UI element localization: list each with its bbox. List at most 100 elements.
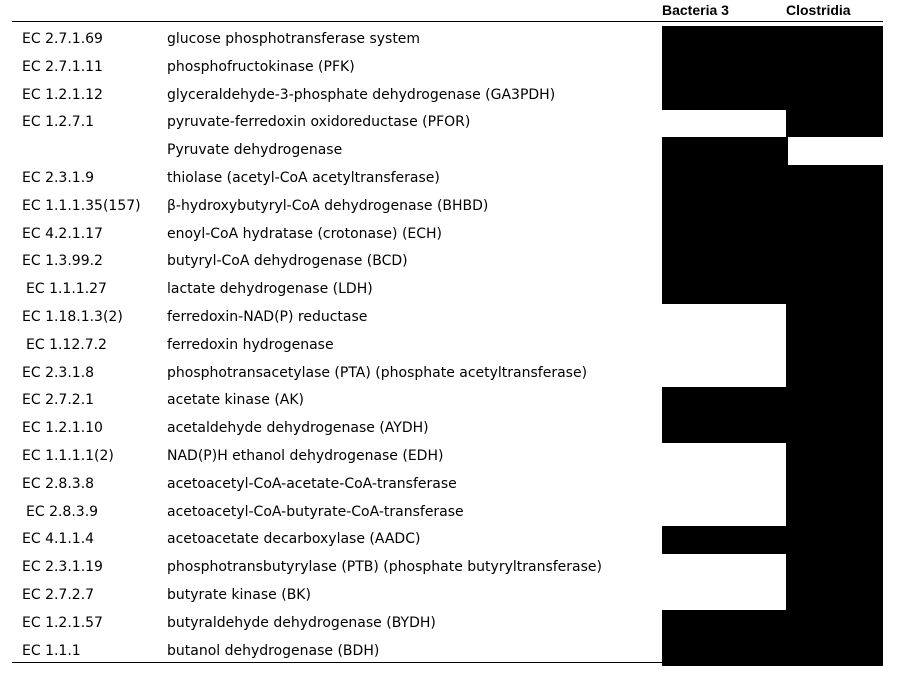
ec-number: EC 1.18.1.3(2) [22, 308, 123, 325]
enzyme-name: butyraldehyde dehydrogenase (BYDH) [167, 614, 436, 631]
table-row: EC 2.3.1.9 thiolase (acetyl-CoA acetyltra… [0, 164, 903, 193]
table-row: EC 1.12.7.2 ferredoxin hydrogenase [0, 331, 903, 360]
enzyme-name: acetoacetyl-CoA-butyrate-CoA-transferase [167, 503, 464, 520]
bacteria3-presence-cell [662, 499, 788, 527]
ec-number: EC 2.3.1.9 [22, 169, 95, 186]
enzyme-name: ferredoxin-NAD(P) reductase [167, 308, 368, 325]
table-row: EC 4.1.1.4 acetoacetate decarboxylase (AA… [0, 526, 903, 555]
ec-number: EC 2.3.1.19 [22, 559, 103, 576]
bacteria3-presence-cell [662, 637, 788, 666]
enzyme-table-body: EC 2.7.1.69 glucose phosphotransferase sy… [0, 26, 903, 666]
clostridia-presence-cell [786, 415, 883, 444]
clostridia-presence-cell [786, 442, 883, 471]
table-row: EC 2.3.1.8 phosphotransacetylase (PTA) (p… [0, 359, 903, 388]
bacteria3-presence-cell [662, 109, 788, 137]
table-row: EC 1.1.1.27 lactate dehydrogenase (LDH) [0, 276, 903, 305]
bacteria3-presence-cell [662, 192, 788, 221]
ec-number: EC 1.12.7.2 [26, 336, 107, 353]
ec-number: EC 1.1.1.35(157) [22, 197, 141, 214]
enzyme-name: lactate dehydrogenase (LDH) [167, 281, 373, 298]
bacteria3-presence-cell [662, 332, 788, 360]
enzyme-name: pyruvate-ferredoxin oxidoreductase (PFOR… [167, 114, 471, 131]
clostridia-presence-cell [786, 276, 883, 305]
enzyme-name: glucose phosphotransferase system [167, 31, 421, 47]
enzyme-name: acetate kinase (AK) [167, 392, 304, 409]
enzyme-name: phosphotransbutyrylase (PTB) (phosphate … [167, 559, 602, 576]
ec-number: EC 2.7.1.69 [22, 31, 103, 47]
bacteria3-presence-cell [662, 609, 788, 638]
clostridia-presence-cell [786, 554, 883, 583]
enzyme-name: phosphotransacetylase (PTA) (phosphate a… [167, 364, 588, 381]
table-row: EC 2.8.3.8 acetoacetyl-CoA-acetate-CoA-tr… [0, 470, 903, 499]
bacteria3-presence-cell [662, 582, 788, 610]
bacteria3-presence-cell [662, 137, 788, 166]
enzyme-name: phosphofructokinase (PFK) [167, 58, 355, 75]
table-row: EC 1.18.1.3(2) ferredoxin-NAD(P) reductas… [0, 303, 903, 332]
clostridia-presence-cell [786, 26, 883, 54]
table-row: EC 2.8.3.9 acetoacetyl-CoA-butyrate-CoA-t… [0, 498, 903, 527]
clostridia-presence-cell [786, 81, 883, 110]
bacteria3-presence-cell [662, 443, 788, 471]
bacteria3-presence-cell [662, 360, 788, 388]
ec-number: EC 1.2.7.1 [22, 114, 95, 131]
ec-number: EC 2.7.1.11 [22, 58, 103, 75]
bacteria3-presence-cell [662, 276, 788, 305]
table-row: EC 1.1.1 butanol dehydrogenase (BDH) [0, 637, 903, 666]
clostridia-presence-cell [786, 109, 883, 138]
ec-number: EC 2.3.1.8 [22, 364, 95, 381]
clostridia-presence-cell [786, 637, 883, 666]
table-row: EC 2.7.2.1 acetate kinase (AK) [0, 387, 903, 416]
bacteria3-presence-cell [662, 304, 788, 332]
clostridia-presence-cell [786, 498, 883, 527]
clostridia-presence-cell [786, 137, 883, 165]
clostridia-presence-cell [786, 581, 883, 610]
table-row: EC 4.2.1.17 enoyl-CoA hydratase (crotonas… [0, 220, 903, 249]
ec-number: EC 1.2.1.10 [22, 420, 103, 437]
clostridia-presence-cell [786, 53, 883, 82]
ec-number: EC 1.1.1.1(2) [22, 447, 114, 464]
ec-number: EC 1.3.99.2 [22, 253, 103, 270]
ec-number: EC 1.1.1.27 [26, 281, 107, 298]
clostridia-presence-cell [786, 609, 883, 638]
table-bottom-rule [12, 662, 883, 663]
table-top-rule [12, 21, 883, 22]
bacteria3-presence-cell [662, 471, 788, 499]
table-row: EC 2.7.1.11 phosphofructokinase (PFK) [0, 53, 903, 82]
clostridia-presence-cell [786, 192, 883, 221]
table-row: EC 1.2.1.57 butyraldehyde dehydrogenase (… [0, 609, 903, 638]
enzyme-name: acetoacetyl-CoA-acetate-CoA-transferase [167, 475, 457, 492]
bacteria3-presence-cell [662, 526, 788, 555]
bacteria3-presence-cell [662, 248, 788, 277]
clostridia-presence-cell [786, 248, 883, 277]
enzyme-name: NAD(P)H ethanol dehydrogenase (EDH) [167, 447, 444, 464]
ec-number: EC 1.1.1 [22, 642, 81, 659]
bacteria3-presence-cell [662, 554, 788, 582]
enzyme-name: ferredoxin hydrogenase [167, 336, 334, 353]
bacteria3-presence-cell [662, 26, 788, 54]
enzyme-name: butyryl-CoA dehydrogenase (BCD) [167, 253, 408, 270]
table-row: EC 1.1.1.1(2) NAD(P)H ethanol dehydrogena… [0, 442, 903, 471]
ec-number: EC 1.2.1.12 [22, 86, 103, 103]
enzyme-name: acetoacetate decarboxylase (AADC) [167, 531, 421, 548]
enzyme-name: butanol dehydrogenase (BDH) [167, 642, 380, 659]
clostridia-presence-cell [786, 220, 883, 249]
column-header-bacteria3: Bacteria 3 [662, 2, 729, 18]
ec-number: EC 2.8.3.9 [26, 503, 99, 520]
table-row: EC 1.2.1.10 acetaldehyde dehydrogenase (A… [0, 415, 903, 444]
bacteria3-presence-cell [662, 220, 788, 249]
clostridia-presence-cell [786, 526, 883, 555]
table-row: EC 1.2.7.1 pyruvate-ferredoxin oxidoreduc… [0, 109, 903, 138]
ec-number: EC 2.8.3.8 [22, 475, 95, 492]
clostridia-presence-cell [786, 303, 883, 332]
table-row: EC 2.7.2.7 butyrate kinase (BK) [0, 581, 903, 610]
enzyme-name: enoyl-CoA hydratase (crotonase) (ECH) [167, 225, 443, 242]
enzyme-name: glyceraldehyde-3-phosphate dehydrogenase… [167, 86, 556, 103]
enzyme-name: thiolase (acetyl-CoA acetyltransferase) [167, 169, 440, 186]
ec-number: EC 2.7.2.1 [22, 392, 95, 409]
table-row: EC 1.2.1.12 glyceraldehyde-3-phosphate de… [0, 81, 903, 110]
enzyme-name: butyrate kinase (BK) [167, 586, 311, 603]
clostridia-presence-cell [786, 359, 883, 388]
table-row: Pyruvate dehydrogenase [0, 137, 903, 166]
table-row: EC 1.1.1.35(157) β-hydroxybutyryl-CoA deh… [0, 192, 903, 221]
ec-number: EC 1.2.1.57 [22, 614, 103, 631]
